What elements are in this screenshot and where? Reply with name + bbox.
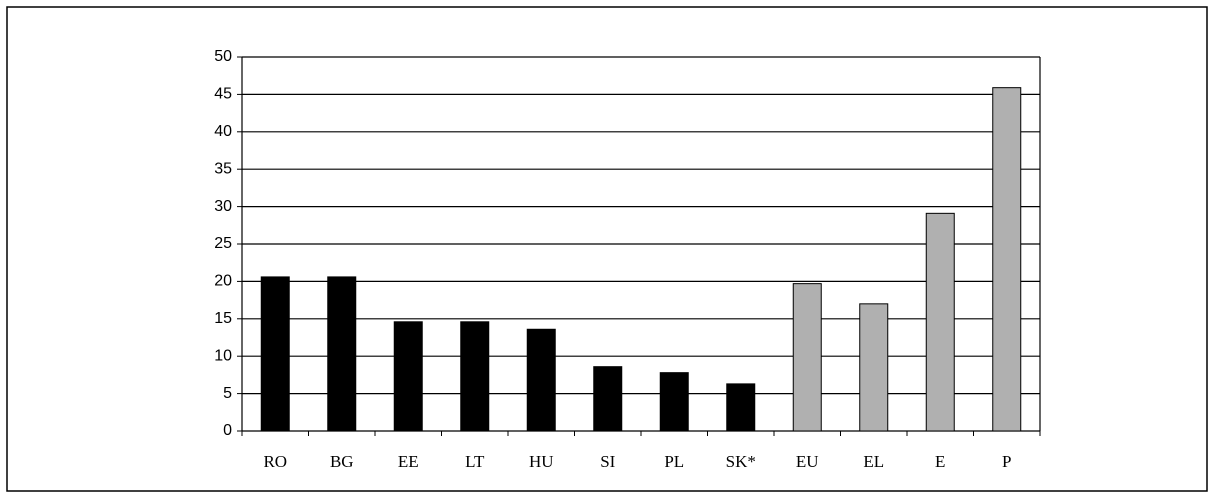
x-tick-label: EU <box>796 452 819 471</box>
y-tick-label: 25 <box>214 235 232 252</box>
bar <box>992 87 1022 432</box>
bar <box>659 372 689 432</box>
x-tick-label: EE <box>398 452 419 471</box>
x-tick-label: P <box>1002 452 1011 471</box>
bar <box>593 366 623 432</box>
x-tick-label: SI <box>600 452 615 471</box>
y-tick-label: 40 <box>214 123 232 140</box>
x-tick-label: LT <box>465 452 485 471</box>
bar <box>327 276 357 432</box>
y-tick-label: 20 <box>214 273 232 290</box>
y-tick-label: 15 <box>214 310 232 327</box>
x-tick-label: PL <box>664 452 684 471</box>
bar <box>526 328 556 432</box>
x-tick-label: EL <box>863 452 884 471</box>
bar <box>925 212 955 432</box>
y-tick-label: 0 <box>223 422 232 439</box>
bar <box>460 321 490 432</box>
y-tick-label: 30 <box>214 198 232 215</box>
x-tick-label: HU <box>529 452 554 471</box>
x-tick-label: BG <box>330 452 354 471</box>
bar <box>393 321 423 432</box>
bar <box>726 383 756 432</box>
x-tick-label: RO <box>263 452 287 471</box>
frame <box>6 6 1208 492</box>
bar <box>260 276 290 432</box>
y-tick-label: 10 <box>214 347 232 364</box>
y-tick-label: 35 <box>214 160 232 177</box>
y-tick-label: 5 <box>223 385 232 402</box>
x-tick-label: E <box>935 452 945 471</box>
y-tick-label: 50 <box>214 48 232 65</box>
bar <box>792 283 822 432</box>
bar <box>859 303 889 432</box>
x-tick-label: SK* <box>726 452 756 471</box>
y-tick-label: 45 <box>214 86 232 103</box>
